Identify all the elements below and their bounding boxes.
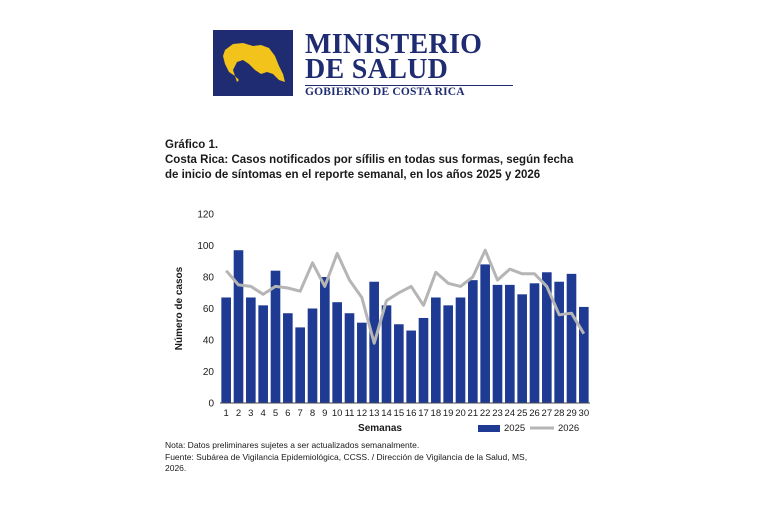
line-2026 bbox=[225, 248, 586, 345]
bar-2025-week-25 bbox=[517, 294, 527, 403]
bar-2025-week-6 bbox=[283, 313, 293, 403]
x-tick-label: 6 bbox=[285, 408, 290, 419]
x-tick-label: 23 bbox=[492, 408, 503, 419]
x-tick-label: 3 bbox=[248, 408, 253, 419]
x-tick-label: 4 bbox=[261, 408, 266, 419]
x-tick-label: 25 bbox=[517, 408, 528, 419]
x-tick-label: 27 bbox=[542, 408, 553, 419]
y-tick-label: 60 bbox=[203, 304, 215, 315]
x-tick-label: 1 bbox=[224, 408, 229, 419]
bar-2025-week-22 bbox=[480, 264, 490, 403]
x-tick-label: 17 bbox=[418, 408, 429, 419]
logo-emblem bbox=[213, 30, 293, 96]
y-axis-title: Número de casos bbox=[174, 266, 185, 350]
y-tick-label: 20 bbox=[203, 367, 215, 378]
x-tick-label: 5 bbox=[273, 408, 278, 419]
bar-2025-week-26 bbox=[529, 283, 540, 403]
caption-label: Gráfico 1. bbox=[165, 139, 219, 151]
bar-2025-week-8 bbox=[307, 308, 318, 403]
x-tick-label: 2 bbox=[236, 408, 241, 419]
source-line: Fuente: Subárea de Vigilancia Epidemioló… bbox=[165, 451, 528, 462]
bar-2025-week-9 bbox=[320, 277, 330, 403]
bar-2025-week-7 bbox=[295, 327, 305, 403]
bar-2025-week-12 bbox=[357, 322, 367, 403]
y-tick-label: 100 bbox=[197, 241, 214, 252]
source-line-2: 2026. bbox=[165, 463, 187, 473]
bar-2025-week-15 bbox=[394, 324, 404, 403]
legend-label-2026: 2026 bbox=[558, 423, 579, 434]
x-tick-label: 24 bbox=[505, 408, 516, 419]
x-tick-label: 26 bbox=[529, 408, 540, 419]
bar-2025-week-27 bbox=[542, 272, 552, 403]
logo-line-3: GOBIERNO DE COSTA RICA bbox=[305, 86, 465, 98]
bar-2025-week-23 bbox=[492, 284, 503, 403]
logo-divider bbox=[305, 85, 513, 86]
bar-2025-week-3 bbox=[246, 297, 256, 403]
bar-2025-week-19 bbox=[443, 305, 453, 403]
x-tick-label: 30 bbox=[579, 408, 590, 419]
bar-2025-week-18 bbox=[431, 297, 441, 403]
bar-2025-week-10 bbox=[332, 302, 342, 403]
chart-notes: Nota: Datos preliminares sujetes a ser a… bbox=[165, 440, 527, 475]
x-tick-label: 20 bbox=[455, 408, 466, 419]
caption-title-line-1: Costa Rica: Casos notificados por sífili… bbox=[165, 154, 574, 166]
costa-rica-map-icon bbox=[223, 43, 285, 82]
bar-2025-week-1 bbox=[221, 297, 231, 403]
x-tick-label: 8 bbox=[310, 408, 315, 419]
bar-2025-week-5 bbox=[270, 270, 281, 403]
bar-2025-week-4 bbox=[258, 305, 268, 403]
x-tick-label: 11 bbox=[345, 408, 355, 419]
x-tick-label: 28 bbox=[554, 408, 565, 419]
bar-2025-week-2 bbox=[233, 250, 244, 403]
bar-2025-week-20 bbox=[455, 297, 466, 403]
x-tick-label: 10 bbox=[332, 408, 343, 419]
bar-2025-week-29 bbox=[566, 273, 577, 403]
x-tick-label: 16 bbox=[406, 408, 417, 419]
x-axis-title: Semanas bbox=[358, 423, 402, 434]
y-tick-label: 0 bbox=[208, 399, 214, 410]
y-tick-label: 80 bbox=[203, 273, 215, 284]
caption-title-line-2: de inicio de síntomas en el reporte sema… bbox=[165, 169, 541, 181]
note-line: Nota: Datos preliminares sujetes a ser a… bbox=[165, 440, 420, 450]
y-tick-label: 120 bbox=[197, 210, 214, 221]
x-tick-label: 29 bbox=[566, 408, 577, 419]
x-tick-label: 21 bbox=[468, 408, 479, 419]
x-tick-label: 12 bbox=[357, 408, 368, 419]
bar-2025-week-16 bbox=[406, 330, 416, 403]
x-tick-label: 13 bbox=[369, 408, 380, 419]
bar-2025-week-21 bbox=[468, 280, 478, 403]
bar-2025-week-30 bbox=[579, 306, 589, 403]
bar-2025-week-17 bbox=[418, 317, 429, 403]
y-tick-label: 40 bbox=[203, 336, 215, 347]
x-tick-label: 18 bbox=[431, 408, 442, 419]
x-tick-label: 7 bbox=[298, 408, 303, 419]
x-tick-label: 15 bbox=[394, 408, 405, 419]
bar-2025-week-11 bbox=[344, 313, 355, 403]
x-tick-label: 22 bbox=[480, 408, 491, 419]
legend-swatch-2025 bbox=[478, 425, 500, 432]
x-tick-label: 9 bbox=[322, 408, 327, 419]
legend-label-2025: 2025 bbox=[504, 423, 525, 434]
x-tick-label: 14 bbox=[381, 408, 392, 419]
bar-2025-week-14 bbox=[381, 305, 392, 403]
chart-caption: Gráfico 1. Costa Rica: Casos notificados… bbox=[165, 138, 605, 183]
x-tick-label: 19 bbox=[443, 408, 454, 419]
bar-2025-week-28 bbox=[554, 281, 564, 403]
bar-2025-week-24 bbox=[505, 284, 515, 403]
ministerio-logo: MINISTERIO DE SALUD GOBIERNO DE COSTA RI… bbox=[213, 30, 513, 98]
logo-line-1: MINISTERIO bbox=[305, 29, 483, 60]
logo-line-2: DE SALUD bbox=[305, 54, 449, 85]
